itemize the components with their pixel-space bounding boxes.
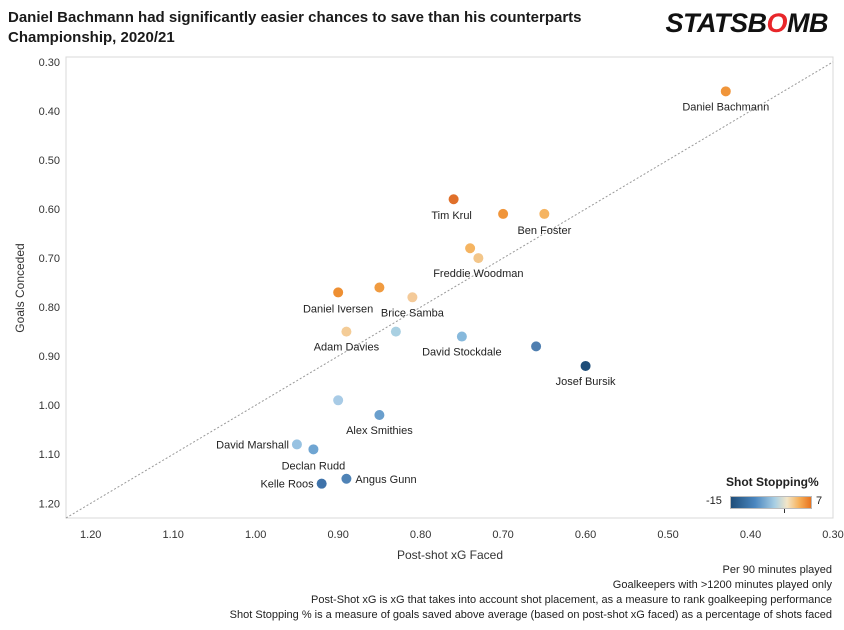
point-label: David Marshall [216,439,289,451]
logo-text-start: STATSB [665,8,767,38]
data-points [291,86,731,489]
y-tick-label: 0.70 [39,253,60,265]
point-label: Josef Bursik [556,376,616,388]
x-tick-label: 1.20 [80,529,101,541]
y-tick-label: 1.00 [39,400,60,412]
y-tick-label: 0.90 [39,351,60,363]
y-tick-label: 0.60 [39,204,60,216]
data-point [465,243,476,254]
chart-title: Daniel Bachmann had significantly easier… [8,9,582,46]
point-label: Brice Samba [381,307,445,319]
logo-text-end: MB [787,8,829,38]
data-point [333,287,344,298]
statsbomb-logo: STATSBOMB [665,8,828,39]
x-axis-title: Post-shot xG Faced [397,548,503,562]
x-tick-label: 0.80 [410,529,431,541]
legend-gradient-bar [730,496,812,509]
x-tick-label: 1.10 [163,529,184,541]
point-label: Angus Gunn [355,474,416,486]
data-point [498,208,509,219]
color-legend: Shot Stopping% -15 7 [700,475,830,519]
data-point [333,395,344,406]
footnotes: Per 90 minutes played Goalkeepers with >… [230,563,832,623]
y-tick-label: 1.10 [39,449,60,461]
y-tick-label: 1.20 [39,498,60,510]
point-label: Adam Davies [314,342,380,354]
point-label: Daniel Bachmann [682,101,769,113]
point-label: Daniel Iversen [303,303,373,315]
point-label: Ben Foster [517,225,571,237]
legend-title: Shot Stopping% [726,475,819,489]
y-tick-label: 0.30 [39,57,60,69]
y-tick-label: 0.50 [39,155,60,167]
point-label: Kelle Roos [260,479,314,491]
data-point [291,439,302,450]
x-tick-label: 0.50 [657,529,678,541]
data-point [539,208,550,219]
point-label: Tim Krul [431,210,472,222]
data-point [316,478,327,489]
data-point [473,253,484,264]
data-point [341,473,352,484]
footnote-1: Per 90 minutes played [722,564,832,576]
x-tick-label: 0.90 [327,529,348,541]
footnote-3: Post-Shot xG is xG that takes into accou… [311,594,832,606]
data-point [531,341,542,352]
y-axis-ticks: 0.30 0.40 0.50 0.60 0.70 0.80 0.90 1.00 1.10 1.20 [39,57,60,510]
footnote-2: Goalkeepers with >1200 minutes played on… [612,579,832,591]
data-point [374,282,385,293]
legend-marker [784,509,785,513]
data-point [580,360,591,371]
data-point [308,444,319,455]
data-point [456,331,467,342]
point-label: Alex Smithies [346,425,413,437]
logo-bomb-icon: O [766,8,787,38]
y-tick-label: 0.80 [39,302,60,314]
data-point [407,292,418,303]
x-axis-ticks: 1.20 1.10 1.00 0.90 0.80 0.70 0.60 0.50 0.40 0.30 [80,529,844,541]
data-point [374,410,385,421]
y-tick-label: 0.40 [39,106,60,118]
data-point [341,326,352,337]
point-label: Freddie Woodman [433,268,523,280]
reference-diagonal-line [65,61,834,519]
point-label: Declan Rudd [282,460,346,472]
data-point [390,326,401,337]
data-point [720,86,731,97]
point-labels: Daniel Bachmann Tim Krul Ben Foster Freddie… [216,101,769,490]
x-tick-label: 0.70 [492,529,513,541]
x-tick-label: 0.30 [822,529,843,541]
legend-max-label: 7 [816,495,823,507]
x-tick-label: 0.60 [575,529,596,541]
legend-min-label: -15 [706,495,722,507]
footnote-4: Shot Stopping % is a measure of goals sa… [229,609,832,621]
data-point [448,194,459,205]
point-label: David Stockdale [422,347,502,359]
x-tick-label: 1.00 [245,529,266,541]
x-tick-label: 0.40 [740,529,761,541]
plot-frame [65,56,834,519]
y-axis-title: Goals Conceded [13,243,27,332]
